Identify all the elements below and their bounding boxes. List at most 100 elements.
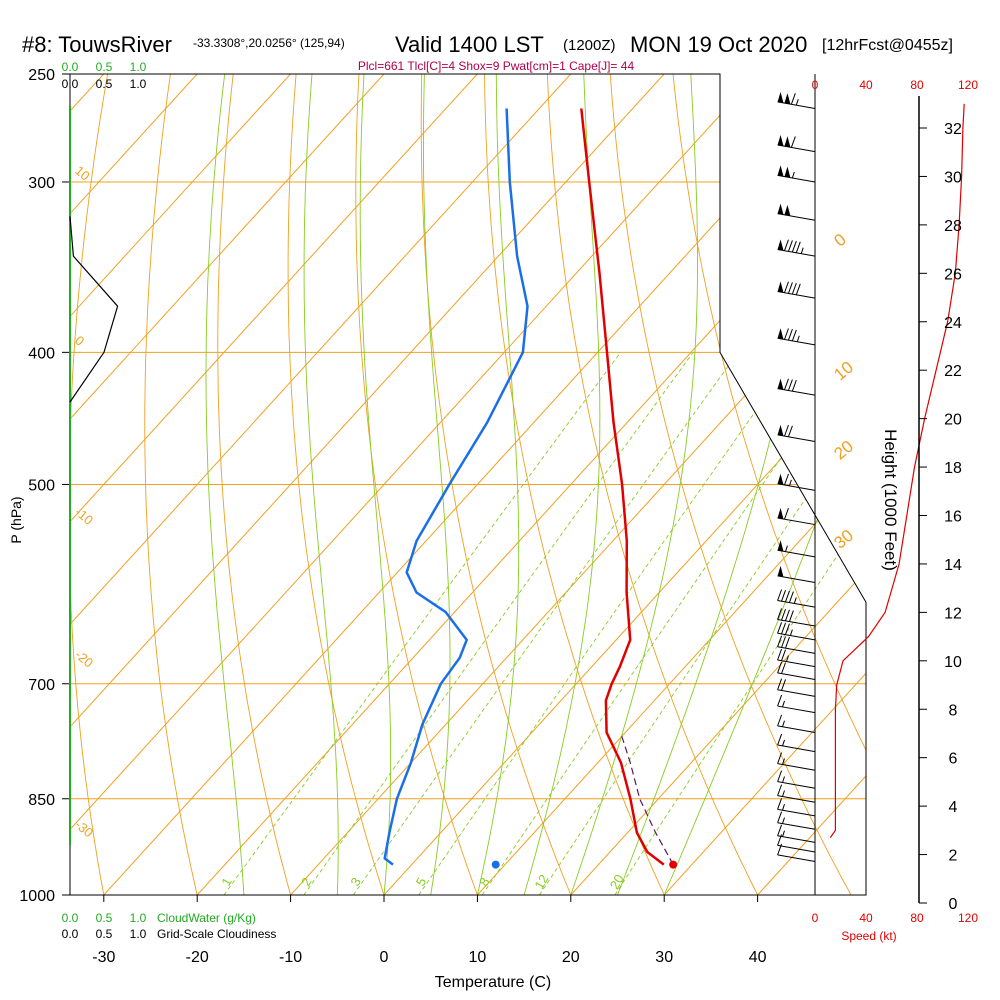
moist-adiabat-label: 0 xyxy=(830,230,849,251)
wind-barb-flag xyxy=(777,424,784,436)
wind-barb-full xyxy=(790,93,796,105)
wind-barb xyxy=(777,203,816,221)
wind-barb-flag xyxy=(777,473,784,485)
isotherm-line xyxy=(663,74,866,895)
wind-barb-flag xyxy=(784,136,791,148)
wind-barb-staff xyxy=(777,213,816,221)
wind-barb xyxy=(777,91,816,110)
dry-adiabat-line xyxy=(287,74,395,895)
wind-barb-half xyxy=(782,758,785,765)
temperature-tick-label: -30 xyxy=(92,949,115,966)
wind-barb-full xyxy=(777,589,783,601)
mixing-ratio-line xyxy=(223,352,621,895)
wind-barb xyxy=(777,752,816,771)
wind-barb-staff xyxy=(777,808,816,817)
cloud-water-tick-top: 0.0 xyxy=(62,60,79,74)
wind-barb-full xyxy=(784,637,790,649)
mixing-ratio-label: 5 xyxy=(413,875,430,889)
height-tick-label: 0 xyxy=(949,896,958,913)
wind-barb-staff xyxy=(777,725,816,733)
isotherm-line xyxy=(70,74,758,895)
wind-barb-full xyxy=(781,636,786,648)
cloud-water-tick-top: 1.0 xyxy=(130,60,147,74)
wind-barb-full xyxy=(777,752,783,764)
isotherm-line xyxy=(290,74,866,895)
height-tick-label: 10 xyxy=(944,654,962,671)
wind-speed-tick-bottom: 120 xyxy=(958,911,978,925)
wind-speed-tick-top: 0 xyxy=(812,78,819,92)
wind-barb-flag xyxy=(777,239,784,251)
cloudiness-tick-top: 0.5 xyxy=(96,77,113,91)
wind-barb-staff xyxy=(777,781,816,789)
wind-barb xyxy=(777,281,816,299)
wind-barb-staff xyxy=(777,763,816,771)
wind-barb-half xyxy=(784,545,788,552)
wind-barb-staff xyxy=(777,174,816,183)
wind-barb-half xyxy=(793,597,797,604)
moist-adiabat-label: 10 xyxy=(830,358,857,385)
wind-barb-full xyxy=(791,329,797,342)
pressure-tick-label: 400 xyxy=(28,345,55,362)
cloud-water-tick-bottom: 1.0 xyxy=(130,911,147,925)
height-tick-label: 4 xyxy=(949,799,958,816)
stability-indices: Plcl=661 Tlcl[C]=4 Shox=9 Pwat[cm]=1 Cap… xyxy=(358,59,635,73)
wind-barb-full xyxy=(781,622,786,635)
temperature-tick-label: 20 xyxy=(562,949,580,966)
dry-adiabat-label: 10 xyxy=(72,163,93,184)
height-tick-label: 8 xyxy=(949,702,958,719)
wind-barb-staff xyxy=(777,659,816,668)
grid-lines xyxy=(70,50,1000,924)
background-grid xyxy=(69,50,1000,924)
wind-barb-full xyxy=(781,590,786,602)
dry-adiabat-line xyxy=(981,50,1000,924)
wind-barb-full xyxy=(784,424,789,437)
parcel-path-line xyxy=(620,732,674,865)
chart-title-date: MON 19 Oct 2020 xyxy=(630,32,807,57)
pressure-tick-label: 500 xyxy=(28,478,55,495)
wind-barb-full xyxy=(795,241,801,253)
isotherm-line xyxy=(70,74,478,895)
wind-barb xyxy=(777,834,816,853)
wind-barb xyxy=(777,694,816,714)
moist-adiabat-line xyxy=(560,74,698,895)
x-axis-label: Temperature (C) xyxy=(435,974,551,991)
wind-barb-staff xyxy=(777,689,816,697)
chart-title-coords: -33.3308°,20.0256° (125,94) xyxy=(193,36,345,50)
wind-barb-flag xyxy=(777,165,784,177)
cloudiness-profile-line xyxy=(69,216,119,403)
wind-barb-full xyxy=(777,824,783,836)
wind-speed-tick-bottom: 0 xyxy=(812,911,819,925)
wind-barb xyxy=(777,770,816,789)
wind-barb xyxy=(777,473,816,491)
wind-barb-full xyxy=(777,733,783,746)
height-tick-label: 26 xyxy=(944,266,962,283)
wind-barb-flag xyxy=(777,281,784,293)
moist-adiabat-line xyxy=(470,74,520,895)
wind-barb-staff xyxy=(777,705,816,714)
wind-barb-staff xyxy=(777,632,816,641)
dry-adiabat-label: -10 xyxy=(72,504,96,528)
cloud-panel: 0.0 0.0 0.5 0.5 1.0 1.0 0.0 0.0 0.5 0.5 1.0 1.0 xyxy=(62,60,147,941)
chart-title-forecast: [12hrFcst@0455z] xyxy=(822,37,953,54)
isotherm-line xyxy=(70,74,291,895)
chart-title-station: #8: TouwsRiver xyxy=(22,32,172,57)
wind-barb-full xyxy=(777,714,783,727)
isotherm-line xyxy=(70,74,572,895)
wind-barb-half xyxy=(800,247,804,254)
wind-barb-full xyxy=(777,648,783,661)
wind-barb-half xyxy=(789,629,793,636)
wind-barb xyxy=(777,733,816,753)
wind-barb-full xyxy=(777,770,783,782)
wind-barb-half xyxy=(791,171,795,179)
wind-barb-half xyxy=(796,335,800,342)
height-tick-label: 6 xyxy=(949,751,958,768)
wind-speed-tick-bottom: 40 xyxy=(859,911,873,925)
y-axis-label: P (hPa) xyxy=(8,496,24,543)
wind-speed-tick-bottom: 80 xyxy=(910,911,924,925)
pressure-tick-label: 850 xyxy=(28,792,55,809)
mixing-ratio-line xyxy=(539,352,866,895)
wind-barb xyxy=(777,134,816,153)
dry-adiabat-label: -30 xyxy=(72,817,96,841)
